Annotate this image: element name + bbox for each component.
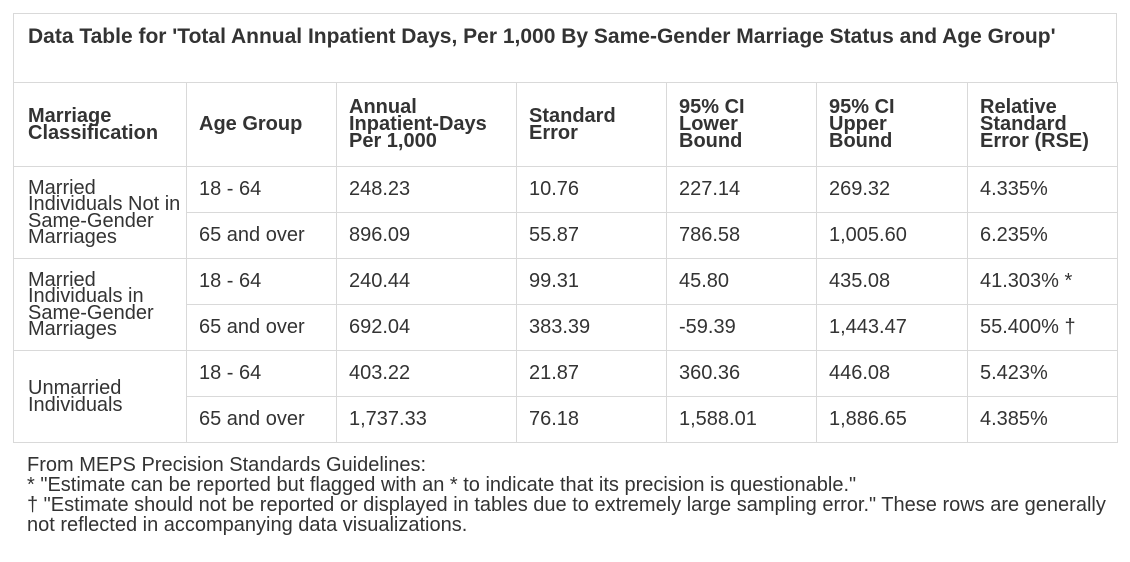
cell-standard-error: 10.76 bbox=[516, 166, 667, 213]
footnote-source: From MEPS Precision Standards Guidelines… bbox=[27, 454, 427, 476]
cell-standard-error: 99.31 bbox=[516, 258, 667, 305]
header-inpatient-days: Annual Inpatient-Days Per 1,000 bbox=[336, 82, 517, 167]
cell-age-group: 65 and over bbox=[186, 212, 337, 259]
table-row: Married Individuals in Same-Gender Marri… bbox=[13, 258, 1118, 351]
cell-ci-lower: -59.39 bbox=[666, 304, 817, 351]
cell-rse: 55.400% † bbox=[967, 304, 1118, 351]
cell-inpatient-days: 896.09 bbox=[336, 212, 517, 259]
group-label: Married Individuals Not in Same-Gender M… bbox=[13, 166, 187, 259]
cell-inpatient-days: 1,737.33 bbox=[336, 396, 517, 443]
cell-inpatient-days: 248.23 bbox=[336, 166, 517, 213]
cell-ci-lower: 45.80 bbox=[666, 258, 817, 305]
cell-ci-upper: 446.08 bbox=[816, 350, 968, 397]
cell-inpatient-days: 240.44 bbox=[336, 258, 517, 305]
cell-ci-lower: 227.14 bbox=[666, 166, 817, 213]
cell-age-group: 18 - 64 bbox=[186, 350, 337, 397]
cell-standard-error: 21.87 bbox=[516, 350, 667, 397]
cell-ci-lower: 786.58 bbox=[666, 212, 817, 259]
table-row: 65 and over 896.09 55.87 786.58 1,005.60… bbox=[14, 212, 1118, 259]
header-standard-error: Standard Error bbox=[516, 82, 667, 167]
footnote-asterisk: * "Estimate can be reported but flagged … bbox=[27, 474, 857, 496]
cell-standard-error: 55.87 bbox=[516, 212, 667, 259]
cell-ci-upper: 1,886.65 bbox=[816, 396, 968, 443]
cell-age-group: 65 and over bbox=[186, 304, 337, 351]
cell-rse: 6.235% bbox=[967, 212, 1118, 259]
cell-standard-error: 383.39 bbox=[516, 304, 667, 351]
cell-age-group: 18 - 64 bbox=[186, 258, 337, 305]
cell-ci-upper: 435.08 bbox=[816, 258, 968, 305]
cell-inpatient-days: 403.22 bbox=[336, 350, 517, 397]
group-label: Unmarried Individuals bbox=[13, 350, 187, 443]
header-ci-lower: 95% CI Lower Bound bbox=[666, 82, 817, 167]
data-table: Marriage Classification Age Group Annual… bbox=[13, 82, 1118, 443]
cell-rse: 5.423% bbox=[967, 350, 1118, 397]
footnotes: From MEPS Precision Standards Guidelines… bbox=[27, 455, 1117, 535]
cell-rse: 4.385% bbox=[967, 396, 1118, 443]
header-row: Marriage Classification Age Group Annual… bbox=[13, 82, 1118, 167]
table-row: Unmarried Individuals 18 - 64 403.22 21.… bbox=[13, 350, 1118, 443]
cell-ci-lower: 360.36 bbox=[666, 350, 817, 397]
cell-rse: 4.335% bbox=[967, 166, 1118, 213]
cell-rse: 41.303% * bbox=[967, 258, 1118, 305]
cell-age-group: 65 and over bbox=[186, 396, 337, 443]
cell-standard-error: 76.18 bbox=[516, 396, 667, 443]
cell-inpatient-days: 692.04 bbox=[336, 304, 517, 351]
header-marriage-classification: Marriage Classification bbox=[13, 82, 187, 167]
group-label: Married Individuals in Same-Gender Marri… bbox=[13, 258, 187, 351]
header-ci-upper: 95% CI Upper Bound bbox=[816, 82, 968, 167]
table-title: Data Table for 'Total Annual Inpatient D… bbox=[13, 13, 1117, 82]
footnote-dagger: † "Estimate should not be reported or di… bbox=[27, 494, 1106, 536]
cell-ci-upper: 1,443.47 bbox=[816, 304, 968, 351]
cell-ci-upper: 269.32 bbox=[816, 166, 968, 213]
cell-ci-lower: 1,588.01 bbox=[666, 396, 817, 443]
cell-ci-upper: 1,005.60 bbox=[816, 212, 968, 259]
table-row: 65 and over 692.04 383.39 -59.39 1,443.4… bbox=[14, 304, 1118, 351]
table-row: 65 and over 1,737.33 76.18 1,588.01 1,88… bbox=[14, 396, 1118, 443]
header-rse: Relative Standard Error (RSE) bbox=[967, 82, 1118, 167]
data-table-container: Data Table for 'Total Annual Inpatient D… bbox=[13, 13, 1118, 443]
header-age-group: Age Group bbox=[186, 82, 337, 167]
table-row: Married Individuals Not in Same-Gender M… bbox=[13, 166, 1118, 259]
cell-age-group: 18 - 64 bbox=[186, 166, 337, 213]
